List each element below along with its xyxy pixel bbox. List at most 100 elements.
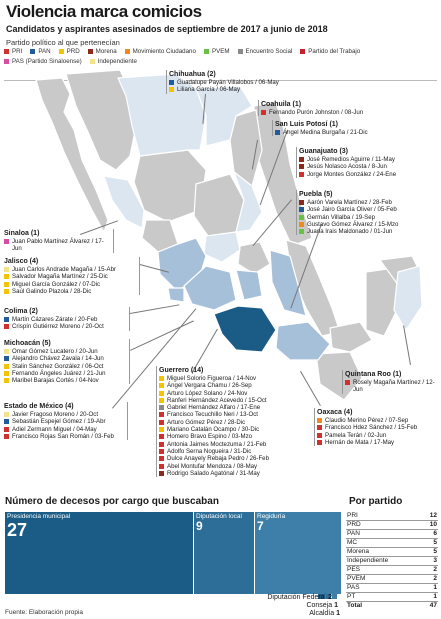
victim-row: Ranferi Hernández Acevedo / 15-Oct <box>159 397 306 404</box>
victim-row: Hernán de Mata / 17-May <box>317 439 438 446</box>
victim-row: Stalin Sánchez González / 06-Oct <box>4 363 127 370</box>
legend-item: Encuentro Social <box>237 48 292 55</box>
party-name: PAS <box>346 583 422 593</box>
party-name: PES <box>346 565 422 575</box>
state-block-colima: Colima (2) Martín Cázares Zárate / 20-Feb… <box>4 307 130 331</box>
state-name: Sinaloa (1) <box>4 230 40 237</box>
party-swatch <box>4 363 9 369</box>
victim-text: Rodrigo Salado Agatónal / 31-May <box>167 469 260 477</box>
party-swatch <box>169 80 174 85</box>
victim-row: Omar Gómez Lucatero / 20-Jun <box>4 348 127 355</box>
party-count: 1 <box>421 583 438 593</box>
state-block-oaxaca: Oaxaca (4) Claudio Merino Pérez / 07-Sep F… <box>314 408 438 447</box>
party-swatch <box>159 390 164 396</box>
victim-text: Jorge Montes González / 24-Ene <box>307 170 397 178</box>
victim-row: Gabriel Hernández Alfaro / 17-Ene <box>159 404 306 411</box>
party-row: Morena 5 <box>346 547 438 557</box>
victim-text: Juan Carlos Andrade Magaña / 15-Abr <box>12 266 116 273</box>
state-block-guanajuato: Guanajuato (3) José Remedios Aguirre / 11… <box>296 147 436 178</box>
victim-row: Francisco Hdez Sánchez / 15-Feb <box>317 424 438 431</box>
party-name: PRD <box>346 520 422 530</box>
party-count: 47 <box>429 602 437 609</box>
victim-text: Homero Bravo Espino / 03-Mzo <box>167 433 253 441</box>
party-swatch <box>4 433 9 439</box>
party-count: 3 <box>421 556 438 566</box>
party-table-title: Por partido <box>349 496 403 507</box>
zacatecas-shape <box>193 173 245 237</box>
legend-item: PRD <box>58 48 80 55</box>
state-name: Chihuahua (2) <box>169 71 216 78</box>
page-title: Violencia marca comicios <box>6 2 202 21</box>
party-swatch <box>4 419 9 425</box>
state-block-puebla: Puebla (5) Aarón Varela Martínez / 28-Feb… <box>296 190 436 236</box>
party-row: PRD 10 <box>346 520 438 530</box>
victim-text: Rosely Magaña Martínez / 12-Jun <box>353 379 435 394</box>
chihuahua-shape <box>117 73 207 157</box>
party-swatch <box>299 157 304 162</box>
party-swatch <box>4 317 9 322</box>
legend-label: Movimiento Ciudadano <box>132 48 196 55</box>
victim-row: Arturo Gómez Pérez / 28-Dic <box>159 419 306 426</box>
victim-row: Juan Pablo Martínez Álvarez / 17-Jun <box>4 238 111 253</box>
party-swatch <box>4 239 9 244</box>
victim-row: Francisco Tecuchillo Neri / 13-Oct <box>159 411 306 418</box>
victim-text: Javier Fragoso Moreno / 20-Oct <box>12 411 99 418</box>
victim-text: Maribel Barajas Cortés / 04-Nov <box>12 377 99 385</box>
party-swatch <box>275 130 280 135</box>
victim-text: Jesús Nolasco Acosta / 8-Jun <box>307 163 387 171</box>
victim-row: Liliana García / 06-May <box>169 86 296 93</box>
chiapas-shape <box>315 351 363 401</box>
party-row: PES 2 <box>346 565 438 575</box>
party-swatch <box>4 274 9 280</box>
party-count: 5 <box>421 547 438 557</box>
party-swatch <box>317 418 322 423</box>
state-name: Guanajuato (3) <box>299 148 349 155</box>
victim-row: Javier Fragoso Moreno / 20-Oct <box>4 411 125 418</box>
party-count: 6 <box>421 529 438 539</box>
victim-row: Homero Bravo Espino / 03-Mzo <box>159 433 306 440</box>
party-swatch <box>299 214 304 220</box>
party-swatch <box>4 378 9 384</box>
party-swatch <box>317 425 322 431</box>
victim-row: Dulce Anayely Rebaja Pedro / 26-Feb <box>159 455 306 462</box>
victim-row: Abel Montufar Mendoza / 08-May <box>159 463 306 470</box>
legend-label: PAN <box>38 48 51 55</box>
party-name: Morena <box>346 547 422 557</box>
party-swatch <box>159 412 164 418</box>
party-swatch <box>345 380 350 385</box>
legend-label: PRI <box>12 48 23 55</box>
state-block-sinaloa: Sinaloa (1) Juan Pablo Martínez Álvarez /… <box>4 229 114 253</box>
state-name: Michoacán (5) <box>4 340 51 347</box>
victim-row: Salvador Magaña Martínez / 25-Dic <box>4 273 137 280</box>
treemap-label-conseja: Conseja 1 <box>306 602 338 609</box>
treemap-label-dip-federal: Diputación Federal 2 <box>267 594 332 601</box>
victim-row: Francisco Rojas San Román / 03-Feb <box>4 433 125 440</box>
party-swatch <box>4 356 9 362</box>
state-name: Oaxaca (4) <box>317 409 353 416</box>
victim-row: Alejandro Chávez Zavala / 14-Jun <box>4 355 127 362</box>
tabasco-shape <box>329 321 373 353</box>
victim-text: José Jairo García Oliver / 05-Feb <box>307 206 397 214</box>
divider <box>4 80 437 81</box>
victim-text: Fernando Ángeles Juárez / 21-Jun <box>12 369 106 377</box>
party-swatch <box>4 412 9 417</box>
party-name: PRI <box>346 512 422 521</box>
source-note: Fuente: Elaboración propia <box>5 609 84 616</box>
state-block-quintana-roo: Quintana Roo (1) Rosely Magaña Martínez /… <box>342 370 438 394</box>
state-name: Guerrero (14) <box>159 367 204 374</box>
victim-text: Claudio Merino Pérez / 07-Sep <box>325 417 409 424</box>
victim-text: Arturo Gómez Pérez / 28-Dic <box>167 418 246 426</box>
state-name: Estado de México (4) <box>4 403 74 410</box>
victim-row: Adiel Zermann Miguel / 04-May <box>4 426 125 433</box>
victim-row: Germán Villalba / 19-Sep <box>299 214 436 221</box>
treemap-cell-conseja <box>326 594 331 599</box>
party-name: MC <box>346 538 422 548</box>
victim-row: Juana Irais Maldonado / 01-Jun <box>299 228 436 235</box>
victim-text: Mariano Catalán Ocampo / 30-Dic <box>167 426 260 434</box>
guerrero-shape <box>213 305 277 353</box>
color-swatch <box>237 49 243 54</box>
party-swatch <box>261 110 266 115</box>
victim-row: Antonia Jaimes Moctezuma / 21-Feb <box>159 441 306 448</box>
victim-row: Jesús Nolasco Acosta / 8-Jun <box>299 163 436 170</box>
victim-text: Hernán de Mata / 17-May <box>325 438 395 446</box>
